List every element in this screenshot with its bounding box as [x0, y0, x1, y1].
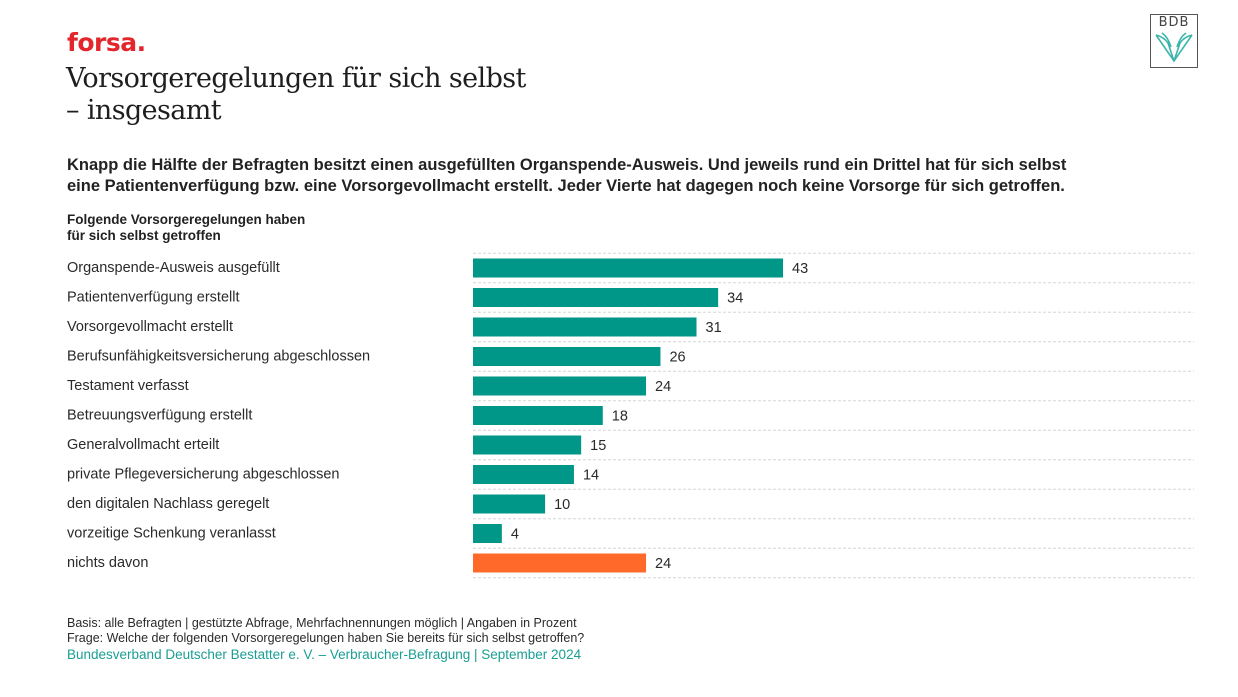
bar: [473, 347, 661, 366]
chart-subtitle-line-1: Folgende Vorsorgeregelungen haben: [67, 212, 306, 227]
lead-text: Knapp die Hälfte der Befragten besitzt e…: [67, 155, 1207, 197]
category-label: Berufsunfähigkeitsversicherung abgeschlo…: [67, 349, 370, 365]
category-label: Generalvollmacht erteilt: [67, 437, 219, 453]
category-label: Betreuungsverfügung erstellt: [67, 408, 252, 424]
lead-line-2: eine Patientenverfügung bzw. eine Vorsor…: [67, 177, 1065, 195]
bar: [473, 494, 546, 514]
chart-subtitle: Folgende Vorsorgeregelungen haben für si…: [67, 212, 305, 244]
footer-question: Frage: Welche der folgenden Vorsorgerege…: [67, 631, 585, 645]
category-label: Vorsorgevollmacht erstellt: [67, 319, 233, 335]
forsa-logo: forsa.: [67, 28, 146, 57]
bdb-logo: BDB: [1150, 14, 1198, 68]
category-label: private Pflegeversicherung abgeschlossen: [67, 467, 339, 483]
page-title: Vorsorgeregelungen für sich selbst – ins…: [66, 63, 526, 127]
bar: [473, 258, 784, 278]
value-label: 14: [583, 468, 599, 484]
value-label: 43: [792, 261, 808, 277]
book-icon: [1155, 32, 1193, 63]
title-line-2: – insgesamt: [66, 95, 222, 126]
title-line-1: Vorsorgeregelungen für sich selbst: [66, 63, 526, 94]
footer-basis: Basis: alle Befragten | gestützte Abfrag…: [67, 616, 577, 630]
bar: [473, 288, 719, 307]
bar: [473, 406, 603, 425]
bar: [473, 465, 574, 484]
chart-subtitle-line-2: für sich selbst getroffen: [67, 228, 221, 243]
value-label: 18: [612, 409, 628, 425]
footer-source: Bundesverband Deutscher Bestatter e. V. …: [67, 647, 582, 662]
bar: [473, 376, 647, 396]
value-label: 10: [554, 497, 570, 513]
category-label: den digitalen Nachlass geregelt: [67, 496, 269, 512]
category-label: Testament verfasst: [67, 378, 189, 394]
bdb-logo-text: BDB: [1158, 15, 1190, 30]
category-label: nichts davon: [67, 555, 148, 571]
value-label: 26: [669, 350, 685, 366]
bar: [473, 317, 697, 337]
value-label: 24: [655, 556, 671, 572]
bar: [473, 435, 582, 455]
value-label: 24: [655, 379, 671, 395]
bar: [473, 553, 647, 573]
footer: Basis: alle Befragten | gestützte Abfrag…: [67, 616, 584, 664]
value-label: 34: [727, 291, 743, 307]
value-label: 4: [511, 527, 519, 543]
bar: [473, 524, 502, 543]
category-label: vorzeitige Schenkung veranlasst: [67, 526, 276, 542]
value-label: 15: [590, 438, 606, 454]
category-label: Organspende-Ausweis ausgefüllt: [67, 260, 280, 276]
value-label: 31: [706, 320, 722, 336]
lead-line-1: Knapp die Hälfte der Befragten besitzt e…: [67, 156, 1067, 174]
category-label: Patientenverfügung erstellt: [67, 290, 240, 306]
